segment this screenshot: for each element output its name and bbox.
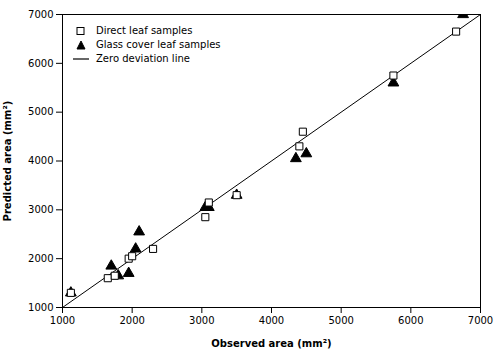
svg-text:1000: 1000 — [50, 315, 75, 326]
svg-text:1000: 1000 — [28, 302, 53, 313]
svg-text:7000: 7000 — [28, 9, 53, 20]
svg-text:5000: 5000 — [328, 315, 353, 326]
svg-text:3000: 3000 — [28, 204, 53, 215]
svg-text:Predicted area (mm²): Predicted area (mm²) — [2, 101, 13, 222]
html-text:Direct leaf samples: Direct leaf samples — [96, 25, 193, 36]
svg-text:5000: 5000 — [28, 106, 53, 117]
svg-text:6000: 6000 — [398, 315, 423, 326]
svg-text:4000: 4000 — [259, 315, 284, 326]
svg-text:4000: 4000 — [28, 155, 53, 166]
svg-text:7000: 7000 — [468, 315, 493, 326]
html-text:Glass cover leaf samples: Glass cover leaf samples — [96, 39, 221, 50]
svg-text:Observed area (mm²): Observed area (mm²) — [211, 338, 331, 349]
svg-text:2000: 2000 — [28, 253, 53, 264]
svg-text:2000: 2000 — [119, 315, 144, 326]
html-text:Zero deviation line: Zero deviation line — [96, 53, 190, 64]
svg-text:3000: 3000 — [189, 315, 214, 326]
svg-text:6000: 6000 — [28, 58, 53, 69]
